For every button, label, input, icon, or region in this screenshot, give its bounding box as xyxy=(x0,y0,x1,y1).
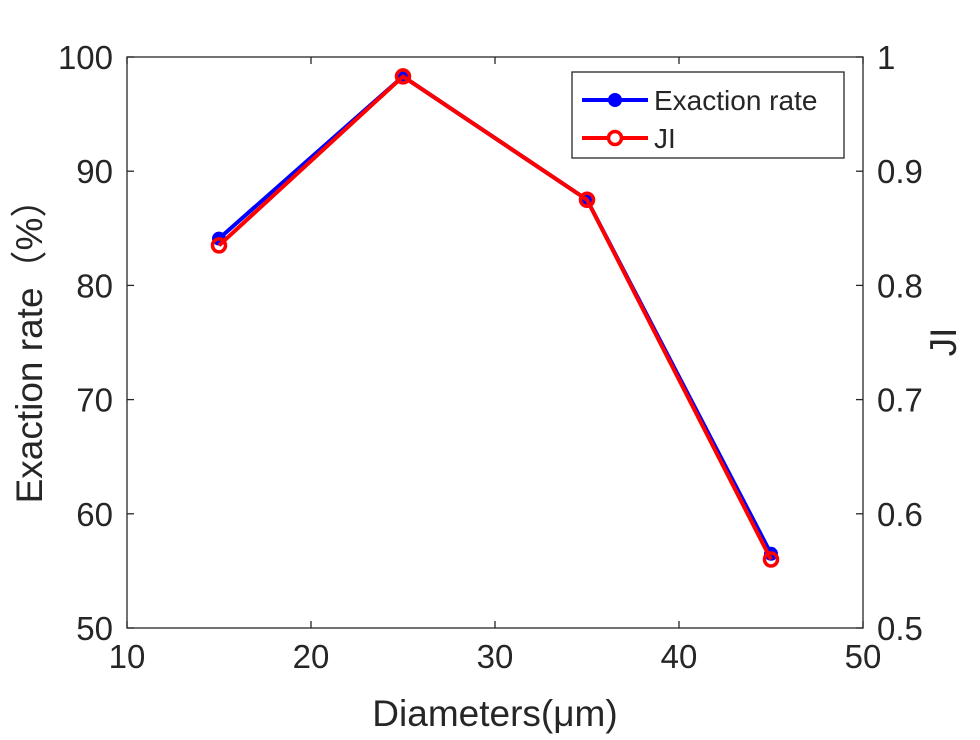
legend: Exaction rate JI xyxy=(571,71,845,159)
y-left-tick-label: 50 xyxy=(76,610,113,647)
series-layer xyxy=(210,68,780,568)
y-left-tick-label: 60 xyxy=(76,496,113,533)
y-axis-label-right: JI xyxy=(923,328,964,357)
data-point-ji xyxy=(762,551,780,568)
legend-marker-exaction-rate xyxy=(608,93,622,107)
x-tick-label: 20 xyxy=(293,638,330,675)
y-right-tick-label: 0.9 xyxy=(877,153,923,190)
y-left-tick-label: 100 xyxy=(58,39,113,76)
y-left-tick-label: 80 xyxy=(76,267,113,304)
y-right-tick-label: 0.6 xyxy=(877,496,923,533)
y-axis-label-left: Exaction rate（%） xyxy=(9,181,50,504)
legend-label-ji: JI xyxy=(654,123,676,154)
x-tick-label: 10 xyxy=(109,638,146,675)
y-right-tick-label: 0.8 xyxy=(877,267,923,304)
plot-frame xyxy=(126,56,864,629)
ticks-layer: 10 20 30 40 50 50 60 70 80 90 100 0.5 0.6 0.7 0.8 0.9 1 xyxy=(58,39,923,675)
x-tick-label: 40 xyxy=(661,638,698,675)
y-left-tick-label: 70 xyxy=(76,382,113,419)
x-axis-label: Diameters(μm) xyxy=(372,693,617,734)
legend-label-exaction-rate: Exaction rate xyxy=(654,85,817,116)
x-tick-label: 50 xyxy=(845,638,882,675)
legend-marker-ji xyxy=(606,129,624,147)
series-line-ji xyxy=(217,74,773,561)
data-point-ji xyxy=(394,68,412,85)
y-right-tick-label: 0.7 xyxy=(877,382,923,419)
y-left-tick-label: 90 xyxy=(76,153,113,190)
data-point-ji xyxy=(578,191,596,208)
x-tick-label: 30 xyxy=(477,638,514,675)
data-point-ji xyxy=(210,237,228,254)
y-right-tick-label: 1 xyxy=(877,39,895,76)
y-right-tick-label: 0.5 xyxy=(877,610,923,647)
